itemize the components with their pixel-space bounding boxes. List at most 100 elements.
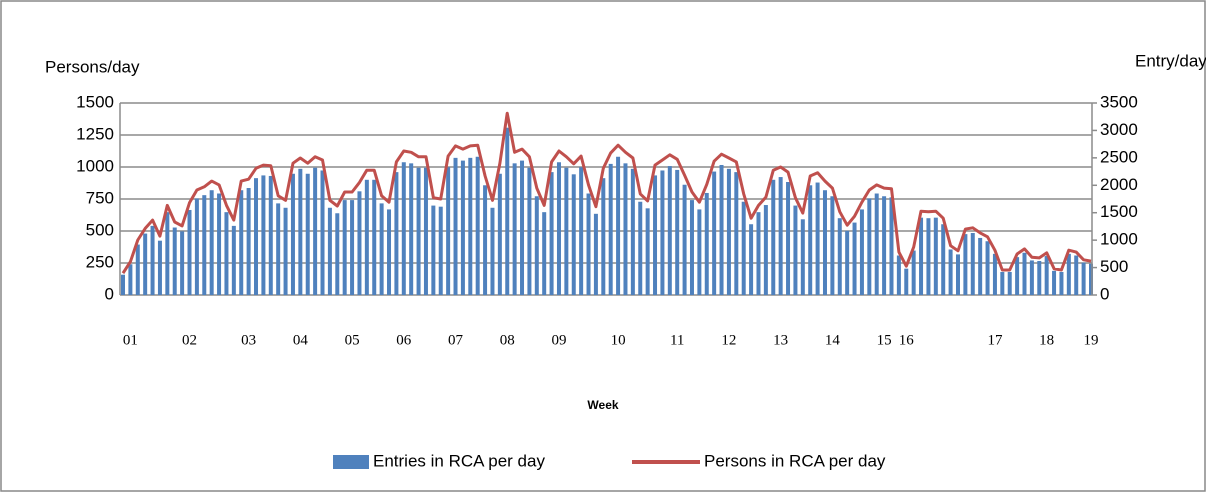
bar (778, 177, 783, 295)
bar (660, 170, 665, 295)
bar (645, 208, 650, 295)
y-axis-label: Persons/day (45, 57, 140, 76)
bar (822, 190, 827, 295)
bar (335, 213, 340, 295)
y2-tick-label: 1500 (1100, 202, 1138, 221)
bar (808, 185, 813, 295)
bar (1059, 271, 1064, 295)
bar (1081, 262, 1086, 295)
bar (638, 201, 643, 295)
bar (497, 173, 502, 295)
bar (682, 184, 687, 295)
bar (357, 191, 362, 295)
bar (904, 268, 909, 295)
bar (985, 241, 990, 295)
y-tick-label: 250 (86, 252, 114, 271)
bar (955, 254, 960, 295)
bar (483, 185, 488, 295)
bar (217, 193, 222, 295)
y-tick-label: 1500 (76, 92, 114, 111)
bar (874, 193, 879, 295)
legend-label: Persons in RCA per day (704, 451, 886, 470)
bar (756, 212, 761, 295)
bar (446, 167, 451, 295)
y-tick-label: 1000 (76, 156, 114, 175)
bar (261, 175, 266, 295)
bar (1007, 271, 1012, 295)
x-tick-label: 10 (611, 332, 626, 348)
x-tick-label: 15 (877, 332, 892, 348)
bar (970, 233, 975, 295)
bar (889, 197, 894, 295)
bar (978, 237, 983, 295)
bar (749, 224, 754, 295)
bar (135, 244, 140, 295)
bar (416, 167, 421, 295)
y-tick-label: 1250 (76, 124, 114, 143)
x-tick-label: 11 (670, 332, 684, 348)
x-tick-label: 01 (123, 332, 138, 348)
bar (896, 255, 901, 295)
bar (320, 170, 325, 295)
bar (268, 175, 273, 295)
bar (209, 190, 214, 295)
bar (350, 200, 355, 295)
bar (667, 166, 672, 295)
bar (837, 218, 842, 295)
bar (224, 212, 229, 295)
x-tick-label: 02 (182, 332, 197, 348)
bar (1074, 255, 1079, 295)
bar (468, 157, 473, 295)
bar (1015, 257, 1020, 295)
x-tick-label: 18 (1039, 332, 1054, 348)
x-tick-label: 07 (448, 332, 464, 348)
bar (630, 168, 635, 295)
bar (379, 203, 384, 295)
bar (941, 224, 946, 295)
bar (520, 160, 525, 295)
bar (579, 167, 584, 295)
bar (187, 209, 192, 295)
bar (586, 193, 591, 295)
bar (726, 168, 731, 295)
bar (1052, 270, 1057, 295)
y-tick-label: 500 (86, 220, 114, 239)
bar (1066, 253, 1071, 295)
bar (1044, 256, 1049, 295)
bar (556, 162, 561, 295)
bar (512, 163, 517, 295)
bar (926, 218, 931, 295)
x-tick-label: 14 (825, 332, 841, 348)
bar (689, 200, 694, 295)
bar (290, 173, 295, 295)
x-tick-label: 19 (1084, 332, 1099, 348)
x-tick-label: 06 (396, 332, 412, 348)
bar (734, 172, 739, 295)
y2-tick-label: 3000 (1100, 120, 1138, 139)
bar (534, 196, 539, 295)
bar (800, 219, 805, 295)
y2-tick-label: 1000 (1100, 230, 1138, 249)
bar (1029, 260, 1034, 295)
bar (549, 172, 554, 295)
bar (763, 205, 768, 295)
bar (852, 222, 857, 295)
bar (239, 190, 244, 295)
bar (246, 188, 251, 295)
bar (771, 179, 776, 295)
bar (283, 207, 288, 295)
bar (180, 231, 185, 295)
bar (793, 205, 798, 295)
bar (231, 225, 236, 295)
bar (719, 164, 724, 295)
x-tick-label: 16 (899, 332, 915, 348)
y-tick-label: 0 (105, 284, 114, 303)
bar (933, 217, 938, 295)
x-tick-label: 09 (551, 332, 566, 348)
bar (601, 178, 606, 295)
bar (409, 163, 414, 295)
bar (882, 196, 887, 295)
bar (150, 225, 155, 295)
legend-swatch (333, 455, 369, 469)
bar (697, 209, 702, 295)
